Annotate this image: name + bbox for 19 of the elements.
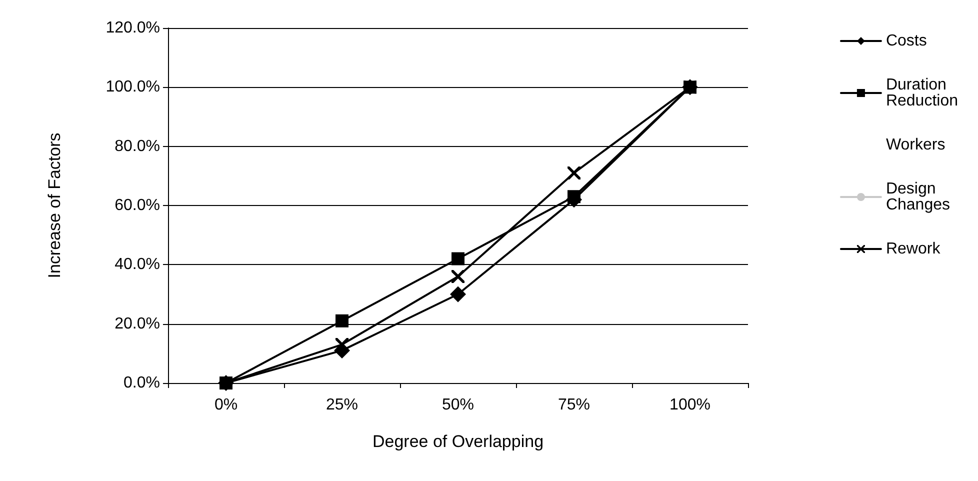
x-tick-label: 25% [326, 396, 358, 414]
x-tick-label: 50% [442, 396, 474, 414]
x-axis-title: Degree of Overlapping [372, 432, 544, 451]
legend-label: Costs [886, 32, 927, 50]
y-tick-label: 120.0% [106, 20, 160, 36]
text: Workers [886, 136, 946, 154]
y-tick-label: 80.0% [114, 138, 160, 155]
legend-label: Duration Reduction [886, 76, 958, 110]
legend-label: Design Changes [886, 180, 950, 214]
y-tick-label: 20.0% [114, 315, 160, 332]
y-tick-label: 40.0% [114, 256, 160, 274]
x-tick-label: 0% [214, 396, 238, 414]
legend-label: Rework [886, 240, 942, 258]
y-tick-label: 60.0% [114, 197, 160, 214]
y-tick-label: 100.0% [106, 78, 160, 96]
x-tick-label: 75% [558, 396, 590, 414]
y-tick-label: 0.0% [124, 374, 160, 392]
x-tick-label: 100% [670, 396, 710, 414]
y-axis-title: Increase of Factors [45, 132, 64, 278]
